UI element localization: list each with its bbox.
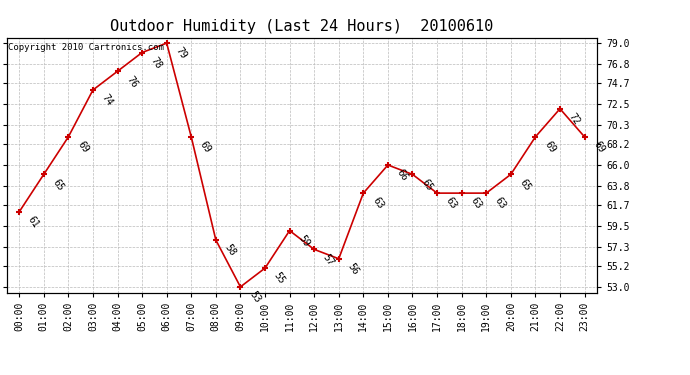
- Text: 65: 65: [518, 177, 533, 192]
- Text: 56: 56: [346, 261, 361, 277]
- Text: 69: 69: [75, 140, 90, 155]
- Text: 63: 63: [444, 196, 459, 211]
- Text: 74: 74: [100, 93, 115, 108]
- Text: 65: 65: [51, 177, 66, 192]
- Text: 63: 63: [469, 196, 484, 211]
- Text: 78: 78: [149, 55, 164, 70]
- Text: 59: 59: [297, 233, 311, 249]
- Text: 57: 57: [321, 252, 336, 267]
- Text: 63: 63: [371, 196, 385, 211]
- Text: 65: 65: [420, 177, 435, 192]
- Title: Outdoor Humidity (Last 24 Hours)  20100610: Outdoor Humidity (Last 24 Hours) 2010061…: [110, 18, 493, 33]
- Text: 66: 66: [395, 168, 410, 183]
- Text: 76: 76: [124, 74, 139, 89]
- Text: 55: 55: [272, 271, 287, 286]
- Text: 53: 53: [248, 290, 262, 305]
- Text: 79: 79: [174, 46, 188, 61]
- Text: 69: 69: [198, 140, 213, 155]
- Text: Copyright 2010 Cartronics.com: Copyright 2010 Cartronics.com: [8, 43, 164, 52]
- Text: 58: 58: [223, 243, 238, 258]
- Text: 72: 72: [567, 111, 582, 127]
- Text: 69: 69: [542, 140, 558, 155]
- Text: 63: 63: [493, 196, 508, 211]
- Text: 69: 69: [591, 140, 607, 155]
- Text: 61: 61: [26, 214, 41, 230]
